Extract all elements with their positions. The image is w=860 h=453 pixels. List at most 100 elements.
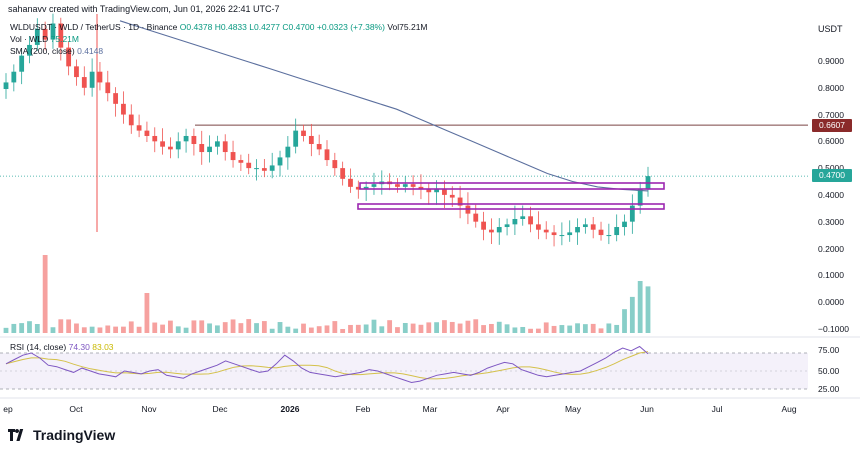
volume-bar [442,320,447,333]
volume-legend-value: 75.21M [50,34,79,44]
volume-bar [355,324,361,333]
volume-bar [269,328,275,333]
volume-bar [128,321,134,333]
volume-bar [105,325,111,333]
rsi-tick: 75.00 [818,345,840,355]
volume-bar [637,281,643,333]
volume-bar [11,323,17,333]
time-tick: Mar [422,404,438,414]
price-tick: 0.9000 [818,56,844,66]
rsi-band [0,353,808,389]
volume-bar [27,321,32,333]
candle-body [606,235,612,237]
volume-bar [332,321,338,333]
volume-bar [395,327,400,333]
volume-bar [191,320,197,333]
candle-body [363,186,369,190]
ohlc-change: +0.0323 (+7.38%) [316,22,385,32]
volume-bar [136,326,142,333]
candle-body [222,141,228,153]
candle-body [144,130,150,136]
volume-bar [214,325,220,333]
candle-body [629,205,635,222]
consolidation-zone-lower [357,203,665,210]
candle-body [58,23,64,48]
volume-bar [42,255,48,333]
price-tick: 0.0000 [818,297,844,308]
volume-bar [402,322,408,333]
candle-body [113,93,119,104]
volume-bar [559,325,565,333]
price-tick: 0.8000 [818,82,844,93]
volume-bar [567,325,573,333]
volume-bar [473,319,479,333]
volume-bar [535,328,541,333]
volume-bar [340,328,346,333]
volume-bar [371,319,377,333]
rsi-tick: 25.00 [818,384,840,394]
candle-body [316,144,322,150]
price-tick: 0.6000 [818,136,844,147]
volume-bar [50,327,56,333]
candle-body [355,186,361,190]
candle-body [504,224,510,228]
volume-bar [496,321,502,333]
candle-body [308,135,314,145]
volume-bar [144,293,150,333]
candle-body [449,194,455,198]
candle-body [418,186,424,190]
volume-bar [58,319,64,333]
candle-body [637,189,643,206]
candle-body [89,71,95,88]
volume-legend: Vol · WLD 75.21M [10,34,79,44]
candle-body [371,184,377,187]
candle-body [136,125,142,131]
volume-bar [183,327,189,333]
volume-bar [575,323,580,333]
candle-body [128,114,134,126]
volume-bar [387,320,393,333]
candle-body [191,135,197,145]
candle-body [27,44,32,56]
volume-bar [168,320,173,333]
candle-body [50,23,56,40]
volume-bar [410,323,416,333]
candle-body [269,165,275,171]
volume-bar [598,328,604,333]
candle-body [528,216,533,225]
time-tick: Jun [640,404,654,414]
volume-bar [293,328,299,333]
candle-body [559,235,565,237]
volume-bar [504,324,510,333]
candle-body [42,28,48,40]
candle-body [277,157,283,166]
volume-bar [113,326,119,333]
ohlc-open: O0.4378 [179,22,213,32]
candle-body [214,141,220,147]
candle-body [11,71,17,83]
candle-body [496,227,502,233]
volume-bar [629,296,635,333]
time-tick: Feb [355,404,371,414]
volume-bar [261,321,267,333]
candle-body [34,28,40,45]
volume-bar [81,327,87,333]
volume-bar [426,322,432,333]
volume-bar [89,326,95,333]
time-tick: Dec [212,404,228,414]
candle-body [105,82,111,94]
rsi-ma-line [5,351,649,380]
candle-body [332,160,338,169]
candle-body [254,168,259,170]
candle-body [3,82,9,90]
sma-legend-value: 0.4148 [77,46,104,56]
volume-bar [614,324,620,333]
price-tick: 0.5000 [818,163,844,173]
volume-bar [254,323,259,333]
rsi-legend: RSI (14, close) 74.30 83.03 [10,342,114,352]
candle-body [121,103,126,115]
candle-body [246,162,252,169]
candle-body [81,77,87,88]
candle-body [74,66,79,78]
volume-bar [645,286,651,333]
